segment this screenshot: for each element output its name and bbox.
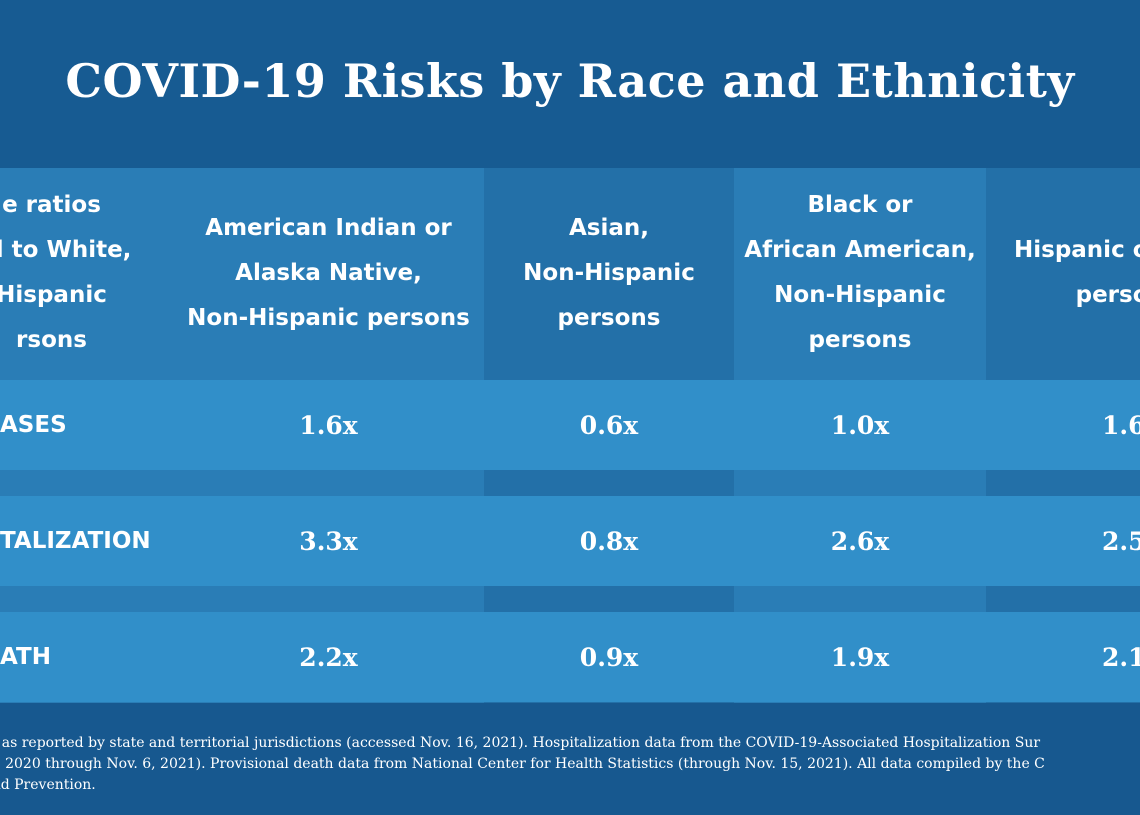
table-cell: 2.5 (1102, 526, 1140, 556)
table-cell: 2.1 (1102, 642, 1140, 672)
table-cell: 0.8x (579, 526, 639, 556)
row-label-death: ATH (0, 644, 51, 670)
column-header-american-indian: American Indian or Alaska Native, Non-Hi… (187, 214, 470, 331)
column-header-black: Black or African American, Non-Hispanic … (744, 192, 976, 353)
table-cell: 0.6x (579, 410, 639, 440)
table-cell: 2.6x (830, 526, 890, 556)
row-band-hospitalization (0, 496, 1140, 586)
page-title: COVID-19 Risks by Race and Ethnicity (65, 54, 1075, 108)
column-header-hispanic: Hispanic o perso (1014, 237, 1140, 308)
row-band-cases (0, 380, 1140, 470)
table-cell: 1.6x (299, 410, 358, 440)
row-label-cases: ASES (0, 412, 67, 438)
table-cell: 0.9x (579, 642, 639, 672)
table-cell: 1.0x (830, 410, 890, 440)
row-label-hospitalization: TALIZATION (0, 528, 151, 554)
footnote-line: ch 1, 2020 through Nov. 6, 2021). Provis… (0, 756, 1045, 772)
footnote-line: ol and Prevention. (0, 777, 96, 793)
table-cell: 1.6 (1102, 410, 1140, 440)
footnote-line: data as reported by state and territoria… (0, 735, 1041, 751)
table-cell: 2.2x (299, 642, 358, 672)
corner-header: e ratios ed to White, Hispanic rsons (0, 192, 132, 353)
title-band (0, 0, 1140, 168)
column-header-asian: Asian, Non-Hispanic persons (523, 214, 695, 331)
table-cell: 3.3x (299, 526, 358, 556)
table-cell: 1.9x (830, 642, 890, 672)
row-band-death (0, 612, 1140, 702)
